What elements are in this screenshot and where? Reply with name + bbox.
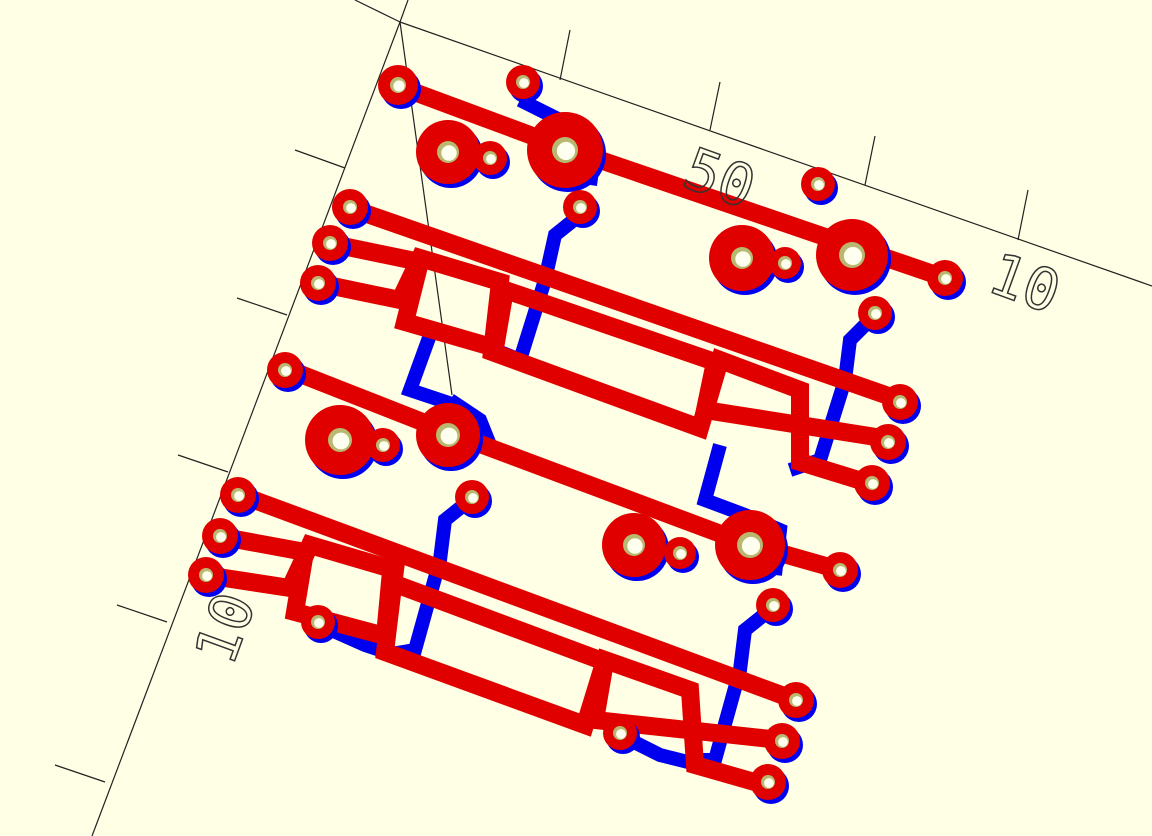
pad-hole xyxy=(769,601,779,611)
pad-hole xyxy=(764,778,774,788)
top-traces xyxy=(203,77,948,794)
pads xyxy=(188,65,966,804)
trace xyxy=(281,359,843,579)
pad-hole xyxy=(519,78,529,88)
pad-hole xyxy=(896,398,906,408)
pad-hole xyxy=(778,737,788,747)
axis-tick xyxy=(709,81,721,131)
pad-hole xyxy=(843,246,863,266)
pad-hole xyxy=(234,491,244,501)
pad-hole xyxy=(735,251,751,267)
axis-tick xyxy=(559,29,571,81)
pad-hole xyxy=(379,441,389,451)
pad-hole xyxy=(556,141,576,161)
pad-hole xyxy=(741,536,761,556)
pad-hole xyxy=(868,479,878,489)
axis-line xyxy=(91,21,401,836)
pad-hole xyxy=(836,566,846,576)
trace xyxy=(203,534,768,794)
trace xyxy=(234,485,799,709)
pad-hole xyxy=(346,203,356,213)
axis-line xyxy=(354,0,401,23)
pad-hole xyxy=(216,532,226,542)
pad-hole xyxy=(393,80,405,92)
pad-hole xyxy=(884,438,894,448)
pad-hole xyxy=(332,432,350,450)
pad-hole xyxy=(627,538,643,554)
axis-tick xyxy=(236,297,288,316)
trace xyxy=(347,199,903,409)
pad-hole xyxy=(314,618,324,628)
pad-hole xyxy=(792,696,802,706)
pad-hole xyxy=(314,279,324,289)
axis-line xyxy=(399,0,409,23)
trace xyxy=(316,247,868,491)
pad-hole xyxy=(202,571,212,581)
axis-ticks xyxy=(54,29,1029,783)
pad-hole xyxy=(676,549,686,559)
pad-hole xyxy=(576,203,586,213)
pad-hole xyxy=(616,729,626,739)
pad-hole xyxy=(941,274,951,284)
pad-hole xyxy=(781,259,791,269)
pad-hole xyxy=(871,309,881,319)
pad-hole xyxy=(440,427,458,445)
axis-tick xyxy=(177,454,229,473)
axis-tick xyxy=(294,149,346,169)
pad-hole xyxy=(441,145,457,161)
pad-hole xyxy=(814,180,824,190)
trace xyxy=(400,332,458,412)
axis-tick xyxy=(116,604,168,623)
pad-hole xyxy=(486,154,496,164)
pad-hole xyxy=(468,493,478,503)
pad-hole xyxy=(281,366,291,376)
axis-tick xyxy=(54,764,106,783)
axis-tick xyxy=(864,135,876,186)
pad-hole xyxy=(326,239,336,249)
axis-tick xyxy=(1017,189,1029,241)
